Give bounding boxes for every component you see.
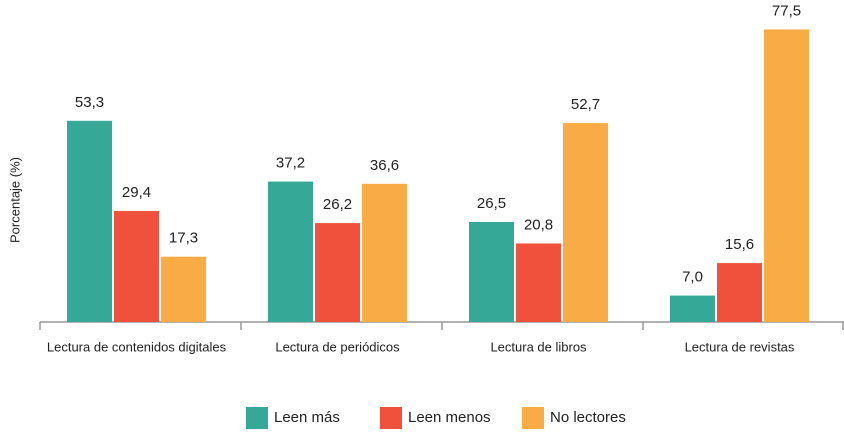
bar	[114, 211, 159, 322]
data-label: 53,3	[75, 94, 104, 111]
y-axis-label: Porcentaje (%)	[7, 157, 22, 243]
x-tick-label: Lectura de revistas	[685, 339, 795, 354]
data-label: 7,0	[682, 269, 703, 286]
bar	[764, 29, 809, 322]
legend-swatch	[380, 407, 402, 429]
data-label: 17,3	[169, 230, 198, 247]
bar	[717, 263, 762, 322]
legend-label: Leen menos	[408, 409, 491, 426]
bar	[516, 243, 561, 322]
legend-label: Leen más	[274, 409, 340, 426]
legend-swatch	[246, 407, 268, 429]
bar	[161, 256, 206, 322]
data-label: 52,7	[571, 96, 600, 113]
x-tick-label: Lectura de periódicos	[275, 339, 400, 354]
bar	[67, 120, 112, 322]
data-label: 29,4	[122, 184, 151, 201]
data-label: 15,6	[725, 236, 754, 253]
bar	[670, 295, 715, 322]
x-tick-label: Lectura de contenidos digitales	[47, 339, 227, 354]
legend-swatch	[522, 407, 544, 429]
data-label: 37,2	[276, 155, 305, 172]
data-label: 36,6	[370, 157, 399, 174]
bar	[563, 123, 608, 323]
bar	[362, 183, 407, 322]
bar	[469, 221, 514, 322]
x-tick-label: Lectura de libros	[490, 339, 587, 354]
data-label: 77,5	[772, 2, 801, 19]
data-label: 20,8	[524, 216, 553, 233]
bar	[268, 181, 313, 322]
data-label: 26,2	[323, 196, 352, 213]
bar	[315, 223, 360, 322]
data-label: 26,5	[477, 195, 506, 212]
legend-label: No lectores	[550, 409, 626, 426]
